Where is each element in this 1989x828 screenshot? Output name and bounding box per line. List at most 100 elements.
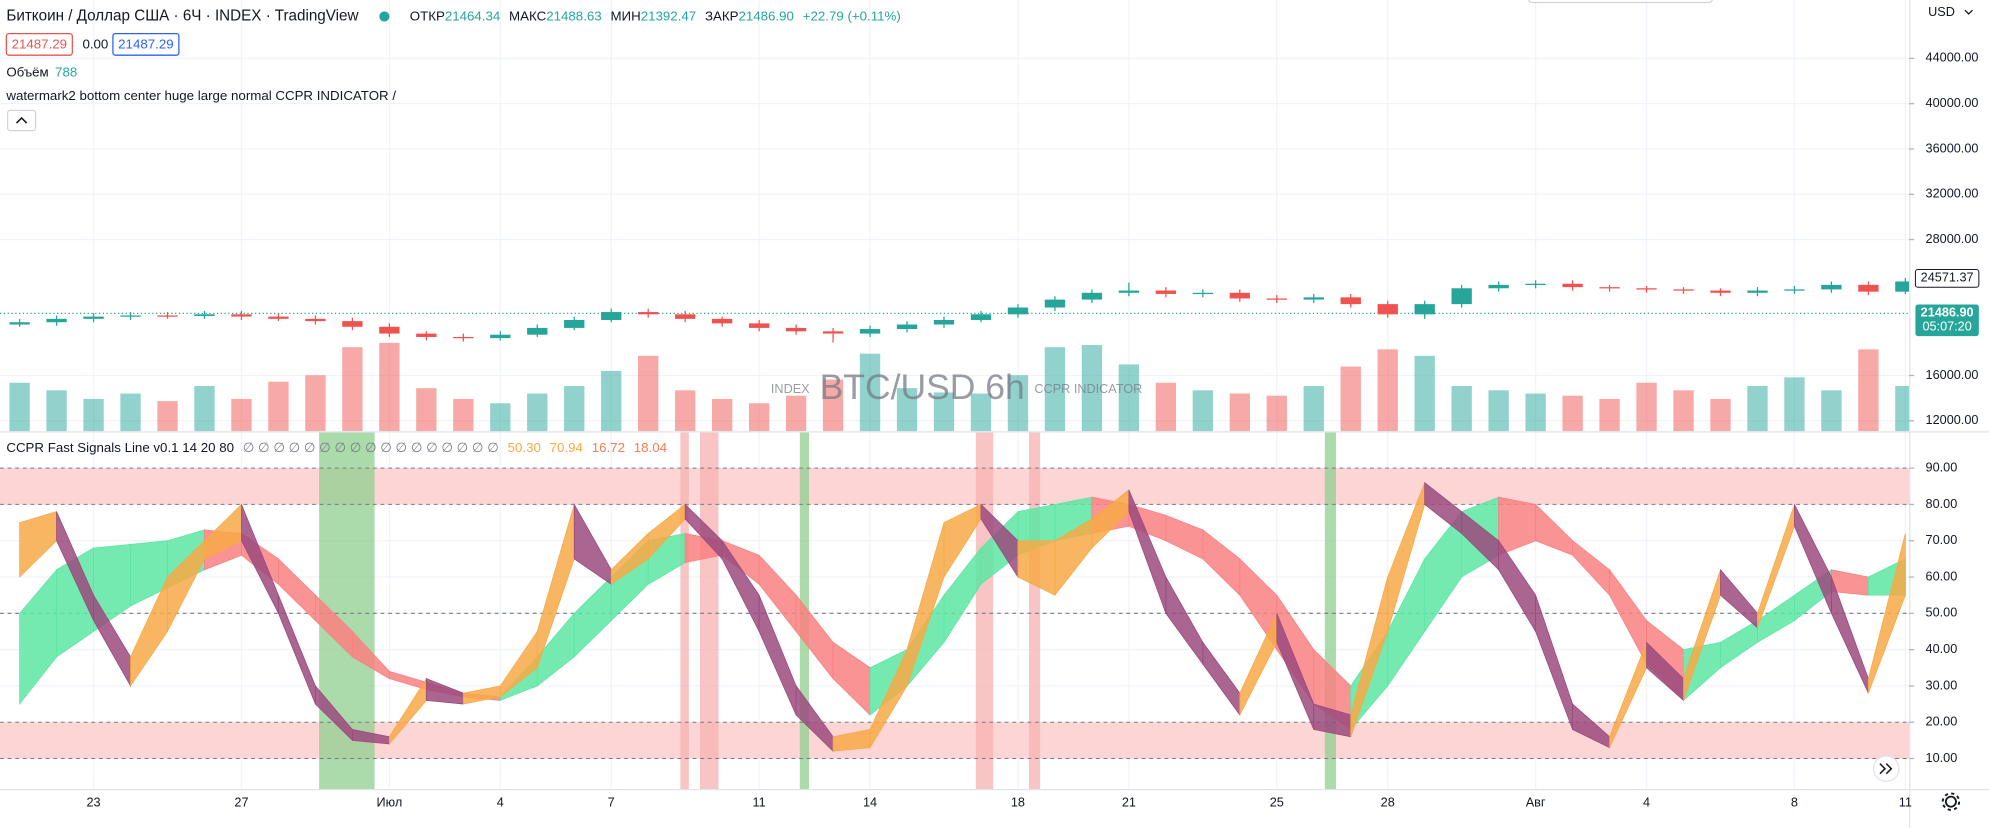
candle-body	[822, 331, 844, 334]
volume-bar	[1340, 366, 1361, 432]
candle-body	[1710, 290, 1731, 293]
symbol-title: Биткоин / Доллар США · 6Ч · INDEX · Trad…	[6, 8, 359, 25]
y-tick-label: 10.00	[1926, 751, 1958, 765]
volume-bar	[194, 385, 215, 432]
volume-title: Объём	[6, 64, 48, 79]
x-tick-label: 14	[863, 795, 877, 809]
volume-bar	[1303, 385, 1324, 432]
indicator-pane	[0, 432, 1910, 789]
volume-bar	[490, 403, 511, 432]
y-tick-label: 60.00	[1926, 569, 1958, 583]
volume-bar	[822, 379, 844, 432]
y-tick-label: 40.00	[1926, 642, 1958, 656]
candle-body	[1673, 289, 1694, 291]
candle-body	[1414, 304, 1435, 315]
candle-body	[564, 319, 585, 328]
volume-bar	[157, 401, 178, 432]
y-tick-label: 28000.00	[1926, 232, 1979, 246]
candle-body	[675, 314, 696, 319]
candle-body	[859, 329, 881, 334]
currency-caret	[1964, 9, 1973, 15]
volume-bar	[1488, 390, 1509, 432]
volume-bar	[638, 355, 659, 432]
volume-bar	[675, 390, 696, 432]
volume-bar	[1525, 393, 1546, 432]
x-tick-label: 11	[1899, 795, 1912, 809]
currency: USD	[1928, 5, 1955, 19]
candle-body	[601, 312, 622, 320]
volume-bar	[453, 398, 474, 432]
band-segment	[1868, 533, 1906, 694]
volume-bar	[748, 403, 770, 432]
gear-icon[interactable]	[1944, 795, 1957, 808]
y-tick-label: 20.00	[1926, 715, 1958, 729]
volume-bar	[1636, 382, 1657, 432]
x-tick-label: 4	[497, 795, 504, 809]
watermark-right: CCPR INDICATOR	[1034, 382, 1142, 396]
candle-body	[120, 315, 141, 317]
ohlc-value: 21392.47	[641, 8, 696, 23]
ohlc: ОТКР21464.34 МАКС21488.63 МИН21392.47 ЗА…	[410, 8, 901, 23]
y-tick-label: 32000.00	[1926, 187, 1979, 201]
indicator-name: CCPR Fast Signals Line v0.1 14 20 80	[6, 439, 234, 454]
candle-body	[379, 326, 400, 334]
settings-button[interactable]	[1941, 792, 1961, 811]
candle-body	[1858, 284, 1879, 292]
signal-highlight	[680, 432, 689, 789]
scroll-button[interactable]	[1872, 755, 1900, 783]
last-tag-box	[1915, 304, 1979, 337]
x-tick-label: 21	[1122, 795, 1136, 809]
volume-bar	[379, 342, 400, 432]
candle-body	[342, 321, 363, 327]
collapse-button[interactable]	[6, 109, 37, 132]
bid-box[interactable]	[5, 32, 73, 56]
candle-body	[970, 314, 992, 320]
x-tick-label: 23	[87, 795, 101, 809]
volume-bar	[1895, 385, 1910, 432]
ask-box[interactable]	[112, 32, 180, 56]
y-tick-label: 12000.00	[1926, 413, 1979, 427]
market-status	[379, 11, 390, 22]
x-tick-label: 18	[1011, 795, 1025, 809]
volume-bar	[120, 393, 141, 432]
high-tag-box	[1914, 269, 1980, 288]
volume-bar	[564, 385, 585, 432]
watermark: BTC/USD 6h	[820, 367, 1025, 407]
volume-bar	[268, 381, 289, 432]
ohlc-label: МАКС	[509, 8, 547, 23]
candle-body	[1081, 292, 1103, 300]
volume-bar	[1229, 393, 1250, 432]
signal-highlight	[975, 432, 994, 789]
candle-body	[1044, 299, 1066, 308]
x-tick-label: 4	[1643, 795, 1650, 809]
bid: 21487.29	[12, 37, 67, 52]
candle-body	[527, 327, 548, 335]
level-zone	[0, 722, 1910, 759]
ohlc-label: ОТКР	[410, 8, 445, 23]
candle-body	[268, 316, 289, 319]
volume-bar	[896, 388, 918, 432]
candle-body	[9, 322, 30, 325]
candle-body	[1821, 284, 1842, 290]
ohlc-value: 21486.90	[738, 8, 793, 23]
popup-edge	[1528, 0, 1713, 4]
volume-bar	[1747, 385, 1768, 432]
x-tick-label: 28	[1381, 795, 1395, 809]
volume-bar	[83, 398, 104, 432]
legend-value: 16.72	[592, 439, 625, 454]
candle-body	[1599, 287, 1620, 289]
volume-bar	[785, 395, 807, 432]
candle-body	[1377, 304, 1398, 315]
volume-bar	[1451, 385, 1472, 432]
legend: Биткоин / Доллар США · 6Ч · INDEX · Trad…	[5, 0, 1713, 132]
candle-body	[453, 336, 474, 339]
volume-bar	[1821, 390, 1842, 432]
volume-bar	[1081, 345, 1103, 432]
candle-body	[1007, 307, 1029, 315]
candle-body	[194, 314, 215, 317]
candle-body	[1229, 292, 1250, 299]
scroll-to-end[interactable]	[1872, 755, 1900, 783]
indicator-icons: ∅ ∅ ∅ ∅ ∅ ∅ ∅ ∅ ∅ ∅ ∅ ∅ ∅ ∅ ∅ ∅ ∅	[243, 439, 499, 454]
